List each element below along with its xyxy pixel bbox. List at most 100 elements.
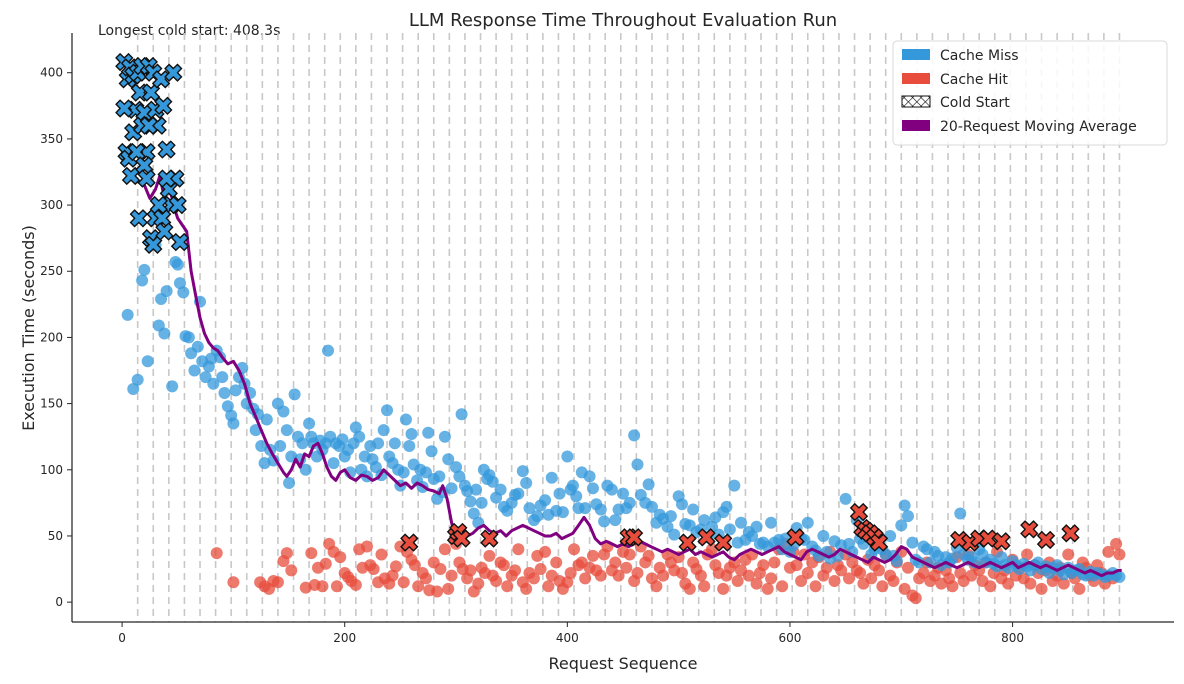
cold-start-marker [164, 63, 183, 82]
cache-hit-point [623, 548, 636, 561]
legend-swatch-moving-average [902, 120, 930, 131]
cache-miss-point [746, 529, 759, 542]
cache-hit-point [419, 572, 432, 585]
cache-hit-point [434, 563, 447, 576]
cache-miss-point [227, 417, 240, 430]
cold-start-marker [141, 83, 161, 102]
cache-miss-point [512, 487, 525, 500]
cache-hit-point [642, 549, 655, 562]
cold-start-marker [115, 99, 134, 118]
cache-miss-point [461, 484, 474, 497]
legend-label-moving-average: 20-Request Moving Average [940, 119, 1137, 135]
cache-miss-point [520, 477, 533, 490]
cache-miss-point [160, 285, 173, 298]
cache-hit-point [1110, 537, 1123, 550]
cache-miss-point [442, 453, 455, 466]
cache-miss-point [216, 371, 229, 384]
cache-hit-point [761, 582, 774, 595]
cache-hit-point [334, 551, 347, 564]
cache-miss-point [750, 520, 763, 533]
cache-hit-point [694, 569, 707, 582]
cache-miss-point [260, 413, 273, 426]
cache-hit-point [1057, 577, 1070, 590]
cache-miss-point [397, 466, 410, 479]
cold-start-marker [697, 528, 716, 547]
cache-hit-point [550, 556, 563, 569]
cold-start-marker [1020, 520, 1039, 539]
cache-miss-point [327, 457, 340, 470]
cache-hit-point [285, 564, 298, 577]
cache-hit-point [520, 582, 533, 595]
cache-miss-point [598, 515, 611, 528]
cache-hit-point [316, 580, 329, 593]
cache-hit-point [620, 561, 633, 574]
cache-miss-point [336, 433, 349, 446]
cold-start-marker [153, 209, 172, 228]
cache-hit-point [790, 559, 803, 572]
cache-hit-point [750, 577, 763, 590]
cache-hit-point [568, 543, 581, 556]
cache-miss-point [475, 496, 488, 509]
cache-hit-point [509, 564, 522, 577]
cache-hit-point [564, 567, 577, 580]
cache-miss-point [138, 263, 151, 276]
cache-miss-point [605, 483, 618, 496]
legend-swatch-cache-miss [902, 49, 930, 60]
cold-start-marker [157, 140, 176, 159]
cache-hit-point [360, 540, 373, 553]
cache-hit-point [842, 572, 855, 585]
cache-hit-point [445, 569, 458, 582]
cache-hit-point [227, 576, 240, 589]
cache-miss-point [579, 502, 592, 515]
cache-hit-point [657, 569, 670, 582]
cache-miss-point [765, 516, 778, 529]
cache-hit-point [828, 574, 841, 587]
cache-hit-point [490, 574, 503, 587]
cache-miss-point [895, 519, 908, 532]
cache-miss-point [296, 437, 309, 450]
cache-hit-point [876, 580, 889, 593]
cache-miss-point [158, 327, 171, 340]
cache-miss-point [283, 477, 296, 490]
cache-hit-point [367, 563, 380, 576]
legend-swatch-cold-start [901, 95, 931, 108]
cache-hit-point [801, 567, 814, 580]
y-tick-label: 100 [40, 463, 63, 477]
cache-miss-point [422, 426, 435, 439]
cache-miss-point [453, 470, 466, 483]
cache-miss-point [946, 552, 959, 565]
cache-miss-point [199, 371, 212, 384]
cache-miss-point [609, 514, 622, 527]
cache-miss-point [494, 483, 507, 496]
cache-hit-point [1021, 548, 1034, 561]
cache-hit-point [349, 578, 362, 591]
chart-title: LLM Response Time Throughout Evaluation … [409, 10, 837, 31]
y-tick-label: 50 [48, 529, 63, 543]
cache-hit-point [386, 569, 399, 582]
cache-miss-point [322, 344, 335, 357]
cache-miss-point [467, 507, 480, 520]
cache-hit-point [675, 567, 688, 580]
cache-miss-point [299, 463, 312, 476]
cache-hit-point [683, 582, 696, 595]
cache-miss-point [455, 408, 468, 421]
cache-hit-point [534, 563, 547, 576]
cache-miss-point [445, 482, 458, 495]
cache-miss-point [288, 388, 301, 401]
cache-hit-point [650, 580, 663, 593]
cache-miss-point [399, 413, 412, 426]
cold-start-marker [480, 529, 499, 548]
cache-hit-point [835, 564, 848, 577]
cache-miss-point [280, 424, 293, 437]
cache-hit-point [820, 561, 833, 574]
cache-miss-point [617, 487, 629, 500]
cache-miss-point [486, 475, 499, 488]
cache-miss-point [372, 437, 385, 450]
cache-miss-point [464, 495, 477, 508]
cache-miss-point [136, 274, 149, 287]
cache-hit-point [280, 547, 293, 560]
cold-start-marker [127, 142, 146, 162]
cache-miss-points [121, 238, 1126, 583]
cache-miss-point [1113, 570, 1126, 583]
